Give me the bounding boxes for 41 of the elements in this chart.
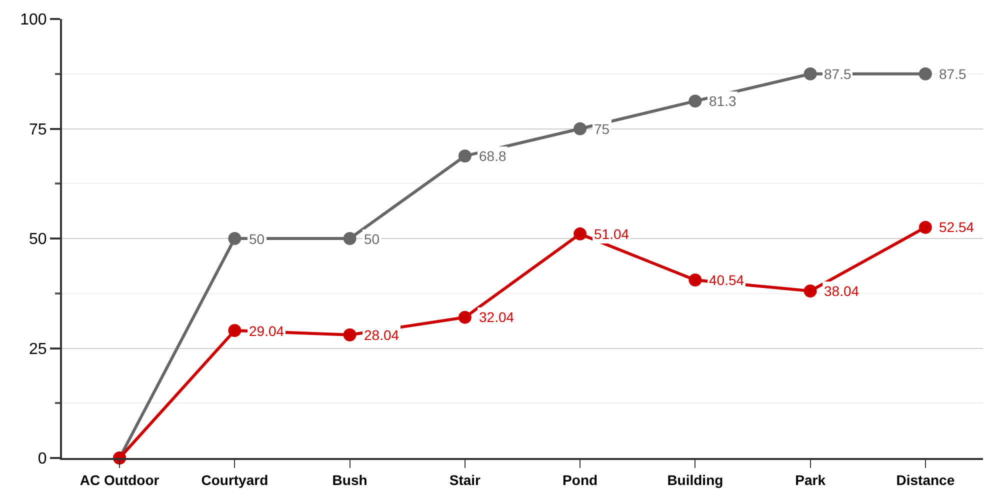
data-label: 87.5 [824, 66, 852, 82]
point [228, 232, 242, 245]
x-tick-label: Bush [332, 472, 368, 488]
point [918, 67, 932, 80]
data-label: 40.54 [709, 272, 744, 288]
data-label: 50 [364, 231, 380, 247]
point [458, 149, 472, 162]
point [343, 232, 356, 245]
data-label: 52.54 [939, 219, 974, 235]
data-label: 50 [249, 231, 265, 247]
x-tick-label: Stair [449, 472, 482, 488]
data-label: 28.04 [364, 327, 400, 343]
data-label: 29.04 [249, 323, 284, 339]
point [688, 94, 702, 108]
x-tick-label: Building [667, 472, 724, 488]
data-label: 75 [594, 121, 610, 137]
data-label: 51.04 [594, 226, 630, 242]
point [574, 227, 587, 240]
x-tick-label: Pond [562, 472, 598, 488]
data-label: 87.5 [939, 66, 966, 82]
x-tick-label: Park [795, 472, 826, 488]
point [228, 324, 242, 338]
point [688, 274, 702, 287]
data-label: 32.04 [479, 309, 514, 325]
point [574, 122, 587, 136]
y-tick-label: 75 [29, 121, 47, 138]
point [343, 328, 356, 342]
y-tick-label: 100 [20, 12, 47, 29]
data-label: 38.04 [824, 283, 860, 299]
y-tick-label: 25 [29, 340, 47, 358]
data-label: 68.8 [479, 148, 506, 164]
x-tick-label: AC Outdoor [80, 472, 160, 488]
point [804, 67, 817, 80]
y-tick-label: 0 [38, 450, 47, 468]
x-tick-label: Distance [896, 472, 955, 488]
point [458, 310, 472, 324]
point [804, 284, 817, 298]
data-label: 81.3 [709, 93, 736, 109]
y-tick-label: 50 [29, 231, 47, 248]
x-tick-label: Courtyard [201, 472, 268, 488]
point [918, 220, 932, 234]
